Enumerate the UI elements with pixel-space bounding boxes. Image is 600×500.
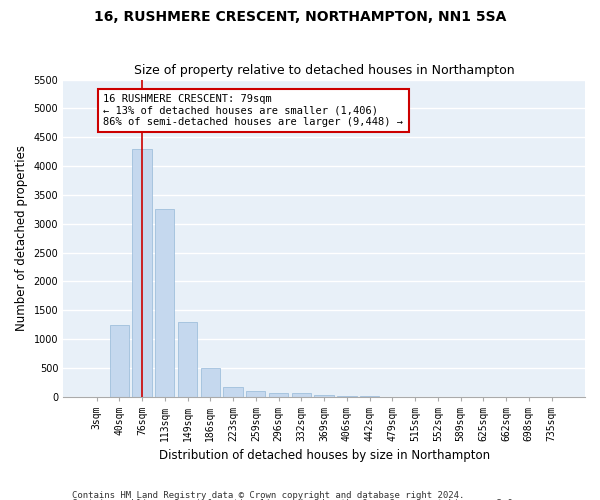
Bar [292, 394, 311, 397]
Bar [314, 395, 334, 397]
Text: Contains public sector information licensed under the Open Government Licence v3: Contains public sector information licen… [72, 499, 518, 500]
Title: Size of property relative to detached houses in Northampton: Size of property relative to detached ho… [134, 64, 514, 77]
Bar [223, 387, 243, 397]
Y-axis label: Number of detached properties: Number of detached properties [15, 145, 28, 331]
Bar [178, 322, 197, 397]
Bar [360, 396, 379, 397]
Bar [200, 368, 220, 397]
Bar [269, 392, 288, 397]
Bar [155, 210, 175, 397]
X-axis label: Distribution of detached houses by size in Northampton: Distribution of detached houses by size … [158, 450, 490, 462]
Bar [133, 149, 152, 397]
Text: 16, RUSHMERE CRESCENT, NORTHAMPTON, NN1 5SA: 16, RUSHMERE CRESCENT, NORTHAMPTON, NN1 … [94, 10, 506, 24]
Bar [246, 391, 265, 397]
Text: Contains HM Land Registry data © Crown copyright and database right 2024.: Contains HM Land Registry data © Crown c… [72, 490, 464, 500]
Bar [337, 396, 356, 397]
Bar [110, 325, 129, 397]
Text: 16 RUSHMERE CRESCENT: 79sqm
← 13% of detached houses are smaller (1,406)
86% of : 16 RUSHMERE CRESCENT: 79sqm ← 13% of det… [103, 94, 403, 127]
